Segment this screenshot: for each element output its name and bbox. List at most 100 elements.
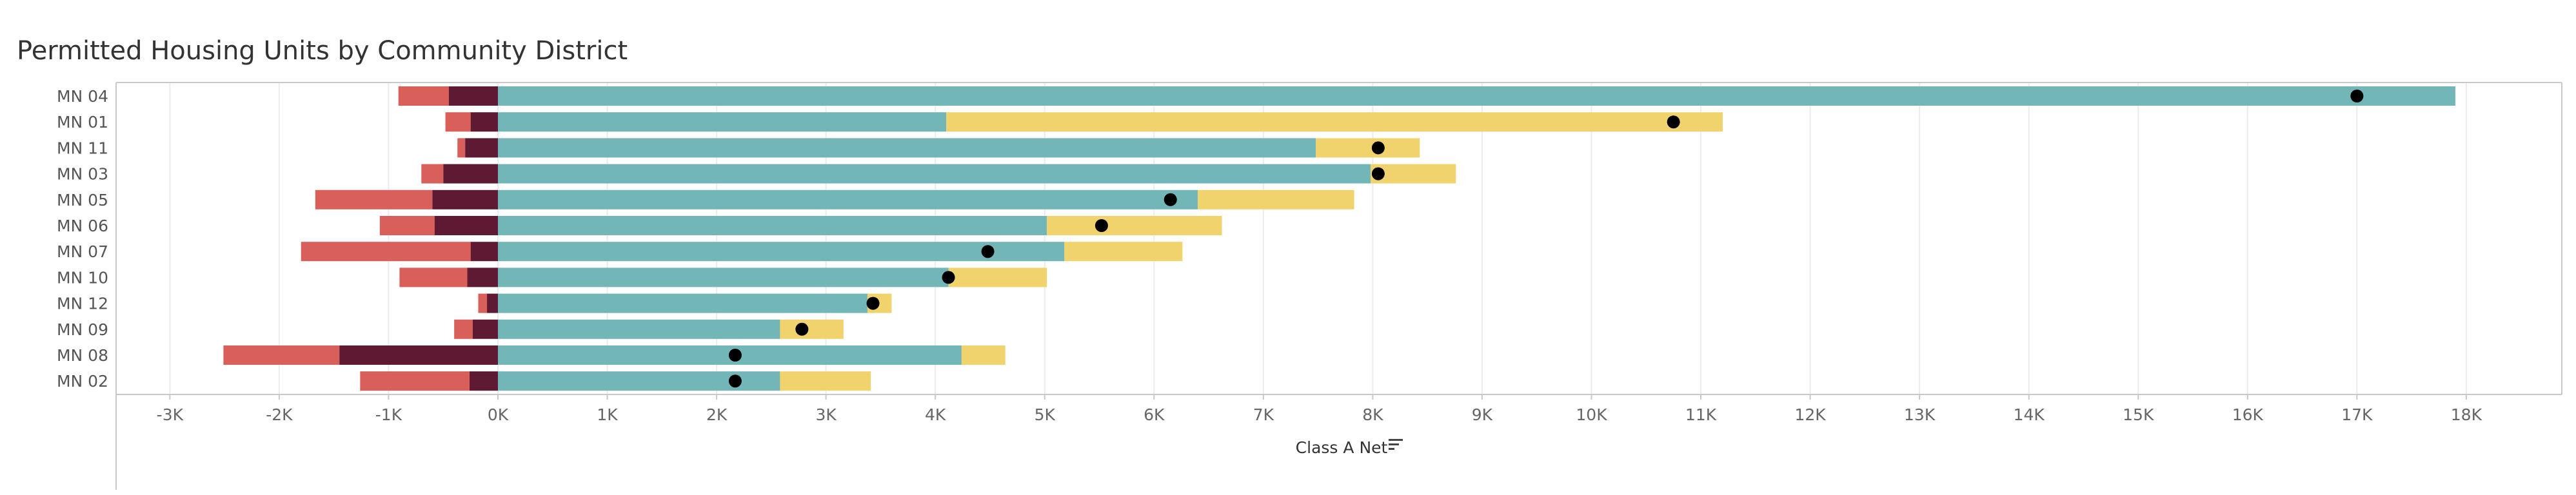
bar-mn-07-s3[interactable]: [470, 242, 498, 262]
tick-label: 1K: [597, 405, 618, 424]
category-label: MN 11: [57, 139, 108, 157]
x-axis-ticks: -3K -2K -1K 0K 1K 2K 3K 4K 5K 6K 7K 8K 9K 10K 11K 12K 13…: [157, 394, 2482, 424]
tick-label: 4K: [925, 405, 946, 424]
category-label: MN 07: [57, 242, 108, 261]
category-label: MN 10: [57, 268, 108, 287]
bar-mn-12-s4[interactable]: [478, 293, 488, 313]
dot-mn-09[interactable]: [795, 322, 809, 336]
bar-mn-07-s4[interactable]: [301, 242, 471, 262]
category-label: MN 09: [57, 320, 108, 339]
bar-mn-11-s1[interactable]: [498, 138, 1316, 158]
bar-mn-11-s4[interactable]: [457, 138, 466, 158]
tick-label: 16K: [2232, 405, 2264, 424]
tick-label: 7K: [1253, 405, 1274, 424]
dot-mn-11[interactable]: [1371, 141, 1385, 155]
tick-label: 10K: [1576, 405, 1607, 424]
tick-label: 14K: [2014, 405, 2045, 424]
tick-label: 3K: [815, 405, 837, 424]
bar-mn-09-s4[interactable]: [454, 319, 473, 339]
bar-mn-09-s1[interactable]: [498, 319, 780, 339]
dot-mn-07[interactable]: [981, 245, 995, 258]
tick-label: -3K: [157, 405, 184, 424]
dot-mn-04[interactable]: [2350, 90, 2364, 102]
bar-mn-07-s1[interactable]: [498, 242, 1065, 262]
bar-mn-03-s1[interactable]: [498, 164, 1371, 184]
dot-mn-08[interactable]: [728, 349, 742, 362]
tick-label: 12K: [1794, 405, 1826, 424]
dot-mn-12[interactable]: [866, 296, 880, 310]
bar-mn-01-s3[interactable]: [470, 112, 498, 132]
category-label: MN 03: [57, 165, 108, 184]
dot-mn-06[interactable]: [1095, 219, 1108, 232]
bar-mn-02-s2[interactable]: [780, 371, 871, 391]
tick-label: 15K: [2123, 405, 2154, 424]
tick-label: 8K: [1362, 405, 1383, 424]
bar-mn-10-s2[interactable]: [948, 267, 1047, 287]
tick-label: 6K: [1144, 405, 1165, 424]
bar-mn-06-s2[interactable]: [1047, 216, 1222, 235]
dot-mn-02[interactable]: [728, 374, 742, 388]
bar-mn-05-s3[interactable]: [432, 189, 498, 209]
bar-mn-03-s3[interactable]: [443, 164, 498, 184]
bar-mn-10-s1[interactable]: [498, 267, 949, 287]
sort-icon[interactable]: [1389, 439, 1403, 450]
tick-label: 5K: [1035, 405, 1056, 424]
tick-label: 2K: [706, 405, 728, 424]
tick-label: 0K: [488, 405, 509, 424]
bar-mn-09-s2[interactable]: [780, 319, 844, 339]
bar-mn-11-s2[interactable]: [1316, 138, 1420, 158]
dot-mn-10[interactable]: [942, 271, 955, 284]
tick-label: -2K: [266, 405, 293, 424]
bar-mn-06-s4[interactable]: [379, 216, 435, 235]
bar-mn-08-s4[interactable]: [223, 345, 340, 365]
bar-mn-02-s3[interactable]: [469, 371, 498, 391]
tick-label: 17K: [2341, 405, 2373, 424]
bar-mn-12-s3[interactable]: [487, 293, 498, 313]
dot-mn-05[interactable]: [1164, 193, 1177, 206]
bar-mn-03-s4[interactable]: [421, 164, 444, 184]
bar-mn-10-s3[interactable]: [467, 267, 498, 287]
bar-mn-01-s1[interactable]: [498, 112, 947, 132]
category-label: MN 01: [57, 113, 108, 131]
dot-mn-01[interactable]: [1667, 115, 1680, 129]
category-labels: MN 04 MN 01 MN 11 MN 03 MN 05 MN 06 MN 07 MN 10…: [57, 87, 108, 391]
bar-mn-07-s2[interactable]: [1064, 242, 1183, 262]
chart-title: Permitted Housing Units by Community Dis…: [17, 36, 628, 66]
dot-layer: [728, 90, 2364, 388]
tick-label: -1K: [375, 405, 402, 424]
bar-layer: [223, 86, 2455, 391]
bar-mn-11-s3[interactable]: [465, 138, 498, 158]
tick-label: 13K: [1904, 405, 1936, 424]
plot-frame: [115, 82, 2562, 490]
grid-layer: [169, 82, 2467, 394]
bar-mn-08-s3[interactable]: [339, 345, 498, 365]
bar-mn-06-s3[interactable]: [434, 216, 498, 235]
bar-mn-10-s4[interactable]: [399, 267, 468, 287]
category-label: MN 05: [57, 191, 108, 209]
category-label: MN 12: [57, 295, 108, 313]
bar-mn-05-s1[interactable]: [498, 189, 1198, 209]
bar-mn-01-s2[interactable]: [946, 112, 1723, 132]
bar-mn-01-s4[interactable]: [445, 112, 471, 132]
category-label: MN 02: [57, 372, 108, 391]
tick-label: 11K: [1685, 405, 1717, 424]
bar-mn-04-s3[interactable]: [448, 86, 498, 106]
category-label: MN 08: [57, 346, 108, 365]
bar-mn-05-s2[interactable]: [1198, 189, 1354, 209]
bar-mn-04-s4[interactable]: [398, 86, 449, 106]
bar-mn-04-s1[interactable]: [498, 86, 2455, 106]
category-label: MN 04: [57, 87, 108, 106]
dot-mn-03[interactable]: [1371, 167, 1385, 180]
bar-mn-12-s1[interactable]: [498, 293, 868, 313]
tick-label: 9K: [1472, 405, 1493, 424]
category-label: MN 06: [57, 217, 108, 235]
x-axis-title[interactable]: Class A Net: [1296, 438, 1388, 457]
tick-label: 18K: [2451, 405, 2482, 424]
bar-mn-09-s3[interactable]: [473, 319, 498, 339]
bar-mn-08-s2[interactable]: [961, 345, 1006, 365]
bar-mn-06-s1[interactable]: [498, 216, 1047, 235]
bar-mn-02-s4[interactable]: [360, 371, 470, 391]
bar-mn-05-s4[interactable]: [315, 189, 433, 209]
bar-mn-03-s2[interactable]: [1371, 164, 1456, 184]
